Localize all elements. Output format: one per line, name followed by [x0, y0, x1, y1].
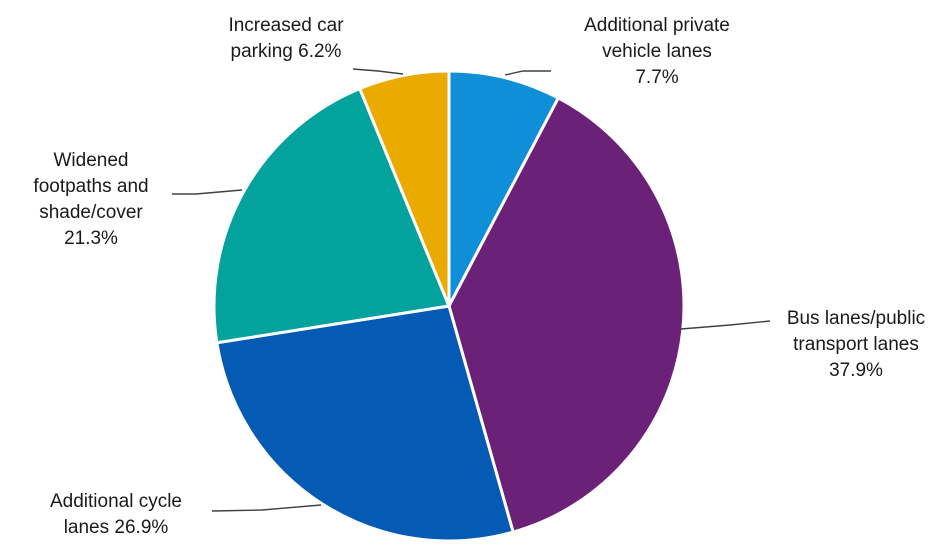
pie-slices — [212, 69, 686, 543]
data-label-line: shade/cover — [39, 202, 143, 223]
leader-line-2 — [680, 320, 771, 330]
data-label-line: footpaths and — [33, 176, 148, 197]
data-label-3: Additional cycle lanes 26.9% — [50, 491, 182, 538]
data-label-1: Additional private vehicle lanes 7.7% — [584, 15, 730, 88]
data-label-line: 7.7% — [635, 67, 678, 88]
data-label-5: Increased car parking 6.2% — [228, 15, 344, 62]
leader-lines — [172, 68, 771, 512]
pie-slice-2 — [447, 95, 686, 534]
data-label-4: Widened footpaths and shade/cover 21.3% — [33, 150, 148, 249]
leader-line-4 — [172, 189, 243, 195]
data-label-line: transport lanes — [793, 334, 919, 355]
pie-slice-5 — [357, 69, 451, 307]
data-labels: Additional private vehicle lanes 7.7% Bus l… — [33, 15, 925, 538]
data-label-line: Widened — [54, 150, 129, 171]
data-label-line: parking 6.2% — [231, 41, 342, 62]
data-label-line: 37.9% — [829, 360, 883, 381]
data-label-line: Additional cycle — [50, 491, 182, 512]
leader-line-5 — [352, 68, 404, 75]
data-label-line: lanes 26.9% — [64, 517, 169, 538]
pie-slice-1 — [447, 69, 561, 307]
data-label-line: vehicle lanes — [602, 41, 712, 62]
leader-line-3 — [211, 504, 322, 512]
data-label-line: Bus lanes/public — [787, 308, 925, 329]
pie-slice-3 — [215, 304, 515, 543]
data-label-2: Bus lanes/public transport lanes 37.9% — [787, 308, 925, 381]
pie-slice-4 — [212, 86, 452, 345]
leader-line-1 — [504, 70, 551, 76]
data-label-line: Increased car — [228, 15, 344, 36]
data-label-line: 21.3% — [64, 228, 118, 249]
data-label-line: Additional private — [584, 15, 730, 36]
